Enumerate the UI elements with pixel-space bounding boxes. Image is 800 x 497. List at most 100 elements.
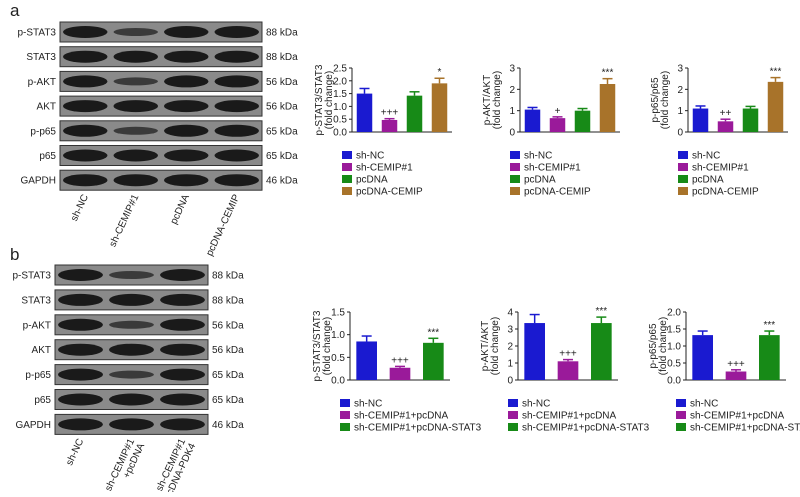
blot-band bbox=[63, 124, 108, 137]
bar bbox=[549, 118, 566, 132]
y-tick-label: 0.0 bbox=[331, 376, 345, 387]
blot-band bbox=[63, 100, 108, 113]
bar bbox=[574, 110, 591, 132]
y-tick-label: 1 bbox=[677, 106, 683, 117]
blot-band bbox=[113, 149, 158, 162]
blot-size-label: 56 kDa bbox=[266, 77, 298, 88]
bar bbox=[389, 367, 411, 380]
y-tick-label: 2 bbox=[509, 85, 515, 96]
legend-swatch bbox=[508, 411, 518, 419]
blot-band bbox=[113, 100, 158, 113]
bar bbox=[725, 371, 747, 380]
panel-letter: a bbox=[10, 1, 20, 20]
y-axis-label: (fold change) bbox=[324, 71, 335, 129]
blot-row-label: p-p65 bbox=[30, 126, 56, 137]
legend-swatch bbox=[510, 175, 520, 183]
legend-label: sh-NC bbox=[522, 399, 550, 410]
y-tick-label: 2.0 bbox=[667, 308, 681, 319]
y-tick-label: 1.0 bbox=[667, 342, 681, 353]
significance-label: *** bbox=[602, 68, 614, 79]
bar bbox=[591, 323, 612, 380]
y-tick-label: 3 bbox=[677, 64, 683, 75]
blot-size-label: 56 kDa bbox=[212, 320, 244, 331]
blot-band bbox=[160, 293, 205, 306]
y-tick-label: 1 bbox=[507, 359, 513, 370]
blot-band bbox=[164, 100, 209, 113]
legend-label: sh-CEMIP#1 bbox=[356, 163, 413, 174]
y-axis-label: (fold change) bbox=[660, 71, 671, 129]
lane-label: sh-NC bbox=[69, 193, 91, 223]
legend-swatch bbox=[510, 163, 520, 171]
y-tick-label: 0 bbox=[677, 128, 683, 139]
blot-band bbox=[160, 368, 205, 381]
blot-band bbox=[160, 318, 205, 331]
blot-band bbox=[63, 50, 108, 63]
bar bbox=[406, 95, 423, 132]
legend-label: pcDNA bbox=[524, 175, 556, 186]
blot-band bbox=[164, 124, 209, 137]
bar bbox=[767, 81, 784, 132]
blot-band bbox=[113, 126, 158, 135]
y-tick-label: 2 bbox=[507, 342, 513, 353]
y-tick-label: 4 bbox=[507, 308, 513, 319]
lane-label: pcDNA bbox=[169, 193, 192, 227]
blot-band bbox=[214, 75, 259, 88]
significance-label: +++ bbox=[559, 349, 577, 360]
legend-swatch bbox=[510, 151, 520, 159]
blot-row-label: STAT3 bbox=[26, 52, 56, 63]
y-tick-label: 2 bbox=[677, 85, 683, 96]
y-tick-label: 1.5 bbox=[333, 89, 347, 100]
blot-band bbox=[109, 343, 154, 356]
blot-band bbox=[160, 269, 205, 281]
legend-label: sh-NC bbox=[692, 151, 720, 162]
legend-label: sh-NC bbox=[524, 151, 552, 162]
blot-row-label: AKT bbox=[32, 345, 51, 356]
legend-swatch bbox=[340, 423, 350, 431]
significance-label: +++ bbox=[381, 108, 399, 119]
bar bbox=[692, 335, 713, 380]
blot-size-label: 65 kDa bbox=[266, 126, 298, 137]
y-tick-label: 3 bbox=[509, 64, 515, 75]
y-axis-label: (fold change) bbox=[490, 317, 501, 375]
y-tick-label: 0.0 bbox=[667, 376, 681, 387]
blot-band bbox=[113, 28, 158, 36]
blot-band bbox=[58, 393, 103, 406]
blot-size-label: 88 kDa bbox=[266, 52, 298, 63]
blot-band bbox=[58, 368, 103, 381]
panel-letter: b bbox=[10, 245, 19, 264]
y-tick-label: 1 bbox=[509, 106, 515, 117]
significance-label: *** bbox=[595, 306, 607, 317]
y-tick-label: 1.0 bbox=[333, 102, 347, 113]
bar bbox=[692, 108, 709, 132]
blot-band bbox=[63, 149, 108, 162]
bar bbox=[524, 323, 545, 380]
blot-size-label: 46 kDa bbox=[212, 420, 244, 431]
blot-band bbox=[214, 174, 259, 187]
blot-row-label: p-STAT3 bbox=[12, 271, 51, 282]
legend-swatch bbox=[342, 175, 352, 183]
blot-band bbox=[109, 418, 154, 431]
y-tick-label: 0 bbox=[507, 376, 513, 387]
y-tick-label: 1.5 bbox=[331, 308, 345, 319]
bar bbox=[742, 108, 759, 132]
legend-swatch bbox=[342, 151, 352, 159]
legend-swatch bbox=[678, 175, 688, 183]
bar bbox=[381, 119, 398, 132]
blot-strip bbox=[59, 21, 263, 43]
blot-band bbox=[164, 174, 209, 187]
legend-swatch bbox=[340, 411, 350, 419]
significance-label: * bbox=[438, 67, 442, 78]
lane-label: sh-NC bbox=[64, 437, 86, 467]
blot-size-label: 46 kDa bbox=[266, 176, 298, 187]
legend-swatch bbox=[676, 423, 686, 431]
blot-row-label: p-STAT3 bbox=[17, 28, 56, 39]
y-axis-label: (fold change) bbox=[322, 317, 333, 375]
legend-swatch bbox=[508, 423, 518, 431]
bar bbox=[599, 84, 616, 132]
blot-band bbox=[160, 418, 205, 431]
legend-swatch bbox=[676, 399, 686, 407]
blot-band bbox=[164, 149, 209, 162]
bar bbox=[356, 341, 377, 380]
y-tick-label: 0.0 bbox=[333, 128, 347, 139]
